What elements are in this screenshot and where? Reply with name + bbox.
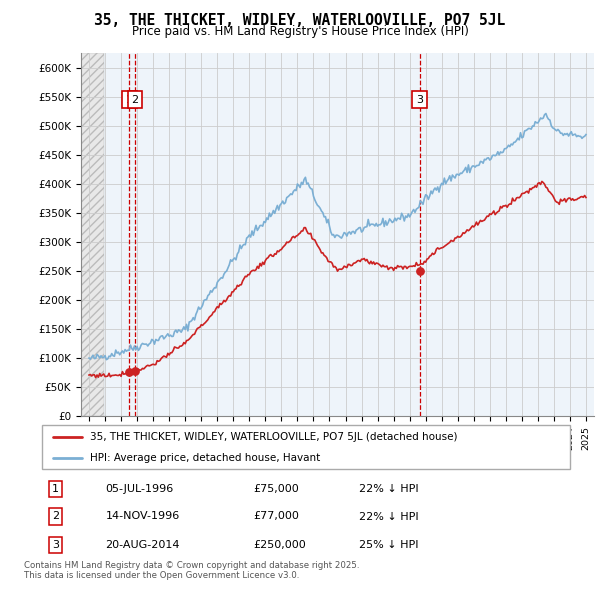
Text: 25% ↓ HPI: 25% ↓ HPI [359,540,418,550]
Text: 2: 2 [52,512,59,522]
Text: 22% ↓ HPI: 22% ↓ HPI [359,484,418,494]
Text: 3: 3 [52,540,59,550]
Text: £77,000: £77,000 [253,512,299,522]
Text: £75,000: £75,000 [253,484,299,494]
Text: Contains HM Land Registry data © Crown copyright and database right 2025.: Contains HM Land Registry data © Crown c… [24,560,359,569]
Text: 05-JUL-1996: 05-JUL-1996 [106,484,173,494]
Text: 22% ↓ HPI: 22% ↓ HPI [359,512,418,522]
Text: 35, THE THICKET, WIDLEY, WATERLOOVILLE, PO7 5JL: 35, THE THICKET, WIDLEY, WATERLOOVILLE, … [94,13,506,28]
Text: 2: 2 [131,94,139,104]
Point [415,266,425,276]
Text: 14-NOV-1996: 14-NOV-1996 [106,512,179,522]
Point [124,368,134,377]
Text: 35, THE THICKET, WIDLEY, WATERLOOVILLE, PO7 5JL (detached house): 35, THE THICKET, WIDLEY, WATERLOOVILLE, … [89,432,457,442]
Text: This data is licensed under the Open Government Licence v3.0.: This data is licensed under the Open Gov… [24,571,299,580]
Text: £250,000: £250,000 [253,540,306,550]
Text: 3: 3 [416,94,423,104]
Text: 20-AUG-2014: 20-AUG-2014 [106,540,180,550]
Text: Price paid vs. HM Land Registry's House Price Index (HPI): Price paid vs. HM Land Registry's House … [131,25,469,38]
Text: 1: 1 [52,484,59,494]
Point [130,366,140,376]
Text: 1: 1 [126,94,133,104]
FancyBboxPatch shape [42,425,570,469]
Text: HPI: Average price, detached house, Havant: HPI: Average price, detached house, Hava… [89,453,320,463]
